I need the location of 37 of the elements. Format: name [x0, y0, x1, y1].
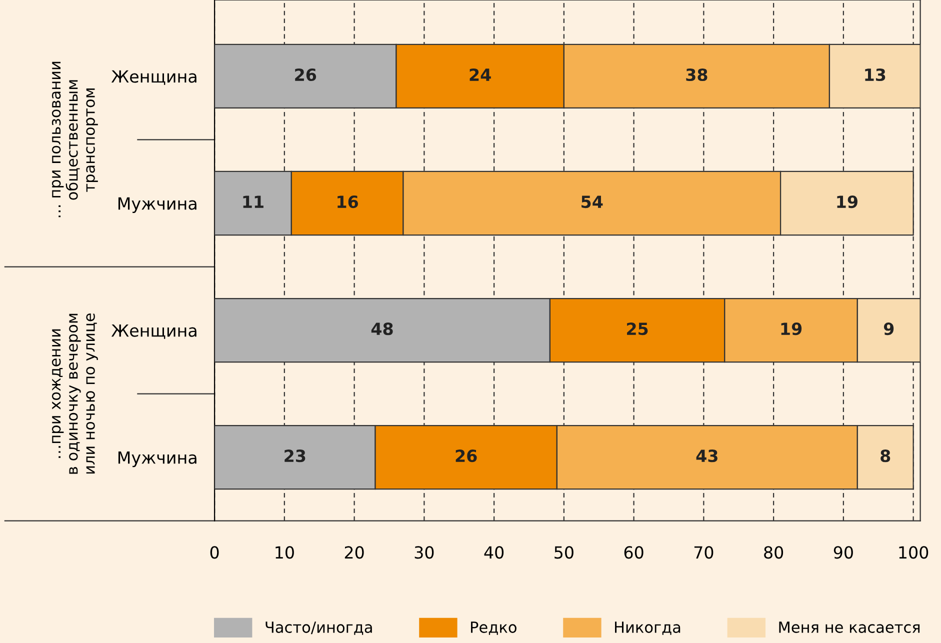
x-tick-label: 90 — [834, 546, 853, 559]
legend-label: Часто/иногда — [266, 622, 372, 635]
legend-label: Редко — [471, 622, 516, 635]
data-label: 24 — [470, 68, 491, 81]
data-label: 48 — [371, 322, 393, 336]
text: …при хождении в одиночку вечером или ночью по улице — [52, 313, 98, 474]
x-tick-label: 80 — [764, 546, 784, 559]
data-label: 43 — [696, 450, 718, 462]
data-label: 25 — [627, 322, 648, 336]
data-label: 26 — [456, 450, 477, 462]
data-label: 13 — [865, 68, 886, 82]
legend-label: Меня не касается — [779, 622, 920, 633]
x-tick-label: 10 — [276, 546, 294, 559]
data-label: 38 — [686, 68, 708, 82]
x-tick-label: 70 — [694, 546, 714, 559]
data-label: 19 — [837, 195, 858, 208]
x-tick-label: 0 — [210, 546, 219, 559]
x-tick-label: 100 — [899, 546, 928, 559]
text: … при пользовании общественным транспортом — [52, 62, 98, 218]
y-tick-label: Мужчина — [118, 451, 196, 468]
data-label: 11 — [243, 196, 264, 208]
data-label: 19 — [781, 322, 802, 336]
x-tick-label: 60 — [624, 546, 644, 559]
data-label: 54 — [582, 196, 603, 208]
x-tick-label: 40 — [484, 546, 504, 559]
y-tick-label: Женщина — [111, 70, 196, 85]
data-label: 9 — [884, 322, 894, 336]
data-label: 8 — [880, 450, 890, 462]
y-tick-label: Женщина — [111, 324, 196, 339]
legend-label: Никогда — [615, 622, 680, 635]
x-tick-label: 50 — [554, 546, 574, 559]
y-tick-label: Мужчина — [118, 197, 196, 214]
x-tick-label: 20 — [344, 546, 364, 559]
data-label: 23 — [284, 450, 306, 462]
data-label: 16 — [338, 195, 358, 208]
data-label: 26 — [295, 68, 316, 82]
x-tick-label: 30 — [414, 546, 434, 559]
